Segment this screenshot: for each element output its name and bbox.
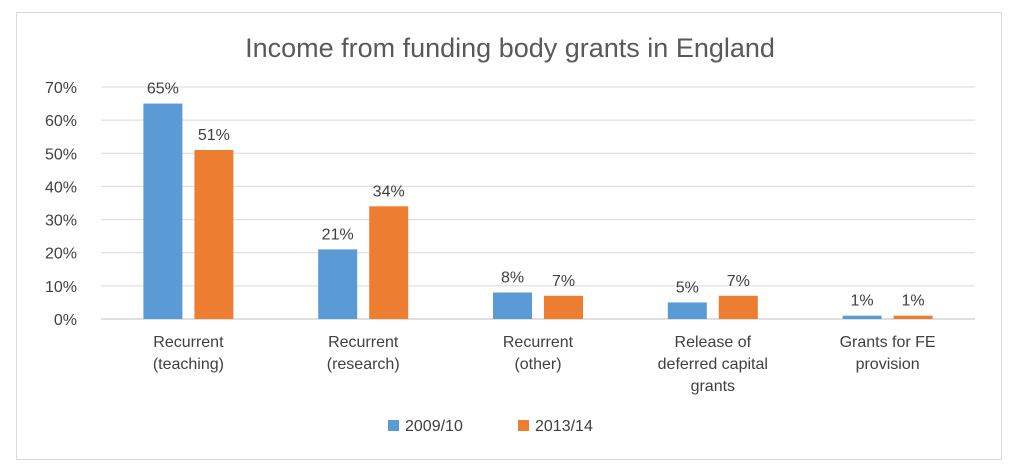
category-label: Recurrent [503,334,574,351]
category-label: Grants for FE [840,334,936,351]
bar [194,149,234,319]
data-label: 7% [727,273,750,290]
data-label: 8% [501,269,524,286]
chart-title: Income from funding body grants in Engla… [245,33,775,63]
y-tick-label: 40% [45,179,77,196]
data-label: 65% [147,81,179,98]
bar [369,206,409,319]
category-label: Recurrent [153,334,224,351]
category-label: (teaching) [153,356,224,373]
category-label: Recurrent [328,334,399,351]
legend-swatch [518,420,529,431]
y-tick-label: 60% [45,113,77,130]
data-labels: 65% 51% 21% 34% 8% 7% 5% 7% 1% 1% [147,81,925,310]
data-label: 7% [552,273,575,290]
bar [667,302,707,319]
y-tick-label: 0% [54,312,77,329]
data-label: 21% [322,226,354,243]
bar [893,315,933,319]
data-label: 5% [676,279,699,296]
y-tick-label: 50% [45,146,77,163]
data-label: 1% [851,293,874,310]
bar [493,292,532,319]
legend-label: 2013/14 [535,418,593,435]
legend-swatch [388,420,399,431]
bars [143,103,933,319]
data-label: 34% [373,183,405,200]
category-label: (research) [327,356,400,373]
bar [718,295,758,319]
category-label: grants [691,378,735,395]
legend-label: 2009/10 [405,418,463,435]
y-tick-label: 30% [45,213,77,230]
bar [318,249,358,319]
bar-chart: Income from funding body grants in Engla… [45,33,975,435]
bar [143,103,183,319]
y-tick-label: 70% [45,80,77,97]
chart-frame: Income from funding body grants in Engla… [16,12,1002,460]
category-label: deferred capital [658,356,768,373]
bar [842,315,882,319]
gridlines [101,86,975,320]
legend: 2009/10 2013/14 [388,418,593,435]
category-label: Release of [675,334,752,351]
bar [544,295,583,319]
category-label: (other) [514,356,561,373]
y-tick-label: 10% [45,279,77,296]
y-axis-ticks: 0% 10% 20% 30% 40% 50% 60% 70% [45,80,77,329]
x-axis-categories: Recurrent (teaching) Recurrent (research) Re… [153,334,936,395]
category-label: provision [856,356,920,373]
data-label: 51% [198,127,230,144]
y-tick-label: 20% [45,246,77,263]
data-label: 1% [902,293,925,310]
